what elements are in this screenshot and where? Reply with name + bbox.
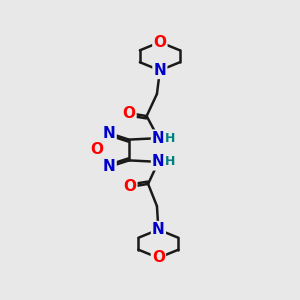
Text: H: H (164, 132, 175, 145)
Text: O: O (123, 179, 136, 194)
Text: N: N (152, 154, 165, 169)
Text: N: N (103, 159, 116, 174)
Text: O: O (122, 106, 136, 121)
Text: O: O (152, 250, 165, 266)
Text: N: N (152, 222, 165, 237)
Text: O: O (153, 34, 167, 50)
Text: H: H (164, 155, 175, 168)
Text: N: N (152, 130, 165, 146)
Text: N: N (103, 126, 116, 141)
Text: N: N (154, 63, 166, 78)
Text: O: O (91, 142, 103, 158)
